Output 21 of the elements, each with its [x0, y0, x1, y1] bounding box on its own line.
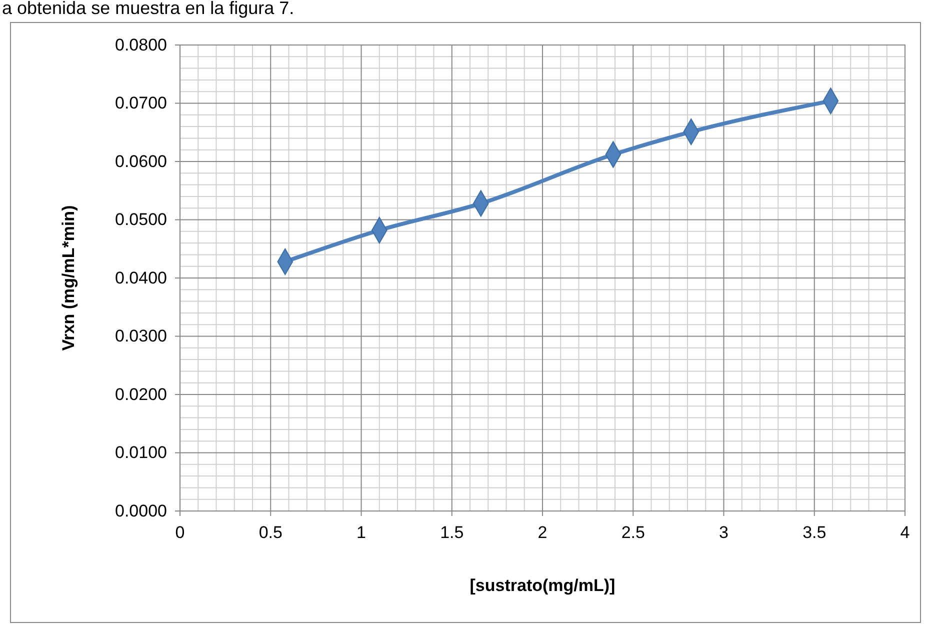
y-axis-title: Vrxn (mg/mL*min) [59, 205, 78, 351]
y-tick-label: 0.0600 [115, 152, 167, 171]
y-tick-label: 0.0500 [115, 210, 167, 230]
y-tick-label: 0.0100 [115, 443, 167, 462]
x-tick-label: 2 [538, 523, 548, 542]
x-tick-label: 3.5 [802, 523, 826, 542]
y-tick-label: 0.0200 [115, 384, 167, 404]
x-tick-label: 2.5 [621, 523, 645, 542]
y-tick-label: 0.0700 [115, 94, 167, 113]
x-axis-title: [sustrato(mg/mL)] [470, 576, 616, 595]
y-tick-label: 0.0300 [115, 326, 167, 346]
text: a obtenida se muestra en la figura 7. [2, 0, 294, 18]
x-tick-label: 1 [356, 523, 366, 542]
y-tick-label: 0.0800 [115, 35, 167, 54]
x-tick-label: 0 [175, 523, 185, 542]
y-tick-label: 0.0000 [115, 501, 167, 520]
x-tick-label: 0.5 [258, 523, 282, 542]
x-tick-label: 3 [719, 523, 728, 542]
y-tick-label: 0.0400 [115, 268, 167, 288]
x-tick-label: 1.5 [440, 523, 464, 542]
x-tick-label: 4 [900, 523, 910, 542]
